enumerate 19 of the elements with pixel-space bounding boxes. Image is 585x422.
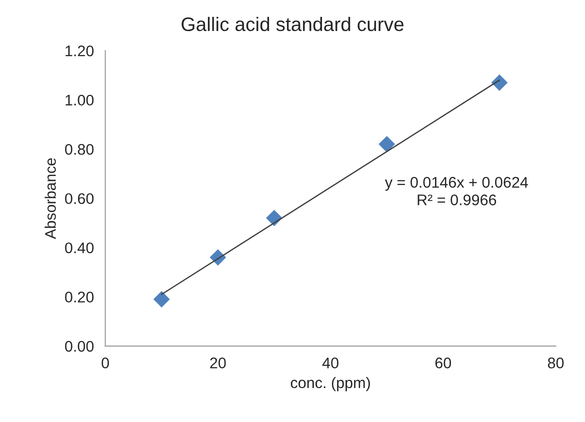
y-tick-label: 0.00 bbox=[65, 340, 94, 352]
point bbox=[491, 74, 508, 91]
point bbox=[153, 291, 170, 308]
x-tick-label: 60 bbox=[435, 358, 452, 368]
x-axis-title: conc. (ppm) bbox=[290, 376, 370, 392]
y-tick-label: 0.80 bbox=[65, 144, 94, 155]
y-tick-label: 0.60 bbox=[65, 193, 94, 204]
x-tick-label: 0 bbox=[102, 358, 109, 368]
x-tick-label: 80 bbox=[548, 358, 564, 368]
chart-title: Gallic acid standard curve bbox=[182, 16, 404, 32]
point bbox=[378, 136, 396, 152]
x-tick-label: 20 bbox=[210, 358, 226, 368]
y-tick-label: 1.20 bbox=[66, 46, 94, 56]
y-tick-label: 0.20 bbox=[65, 292, 94, 302]
annotation: y = 0.0146x + 0.0624 R² = 0.9966 bbox=[384, 176, 528, 206]
y-tick-label: 1.00 bbox=[66, 94, 94, 106]
y-axis-title: Absorbance bbox=[44, 158, 56, 240]
y-tick-label: 0.40 bbox=[65, 242, 94, 254]
x-tick-label: 40 bbox=[322, 358, 338, 368]
